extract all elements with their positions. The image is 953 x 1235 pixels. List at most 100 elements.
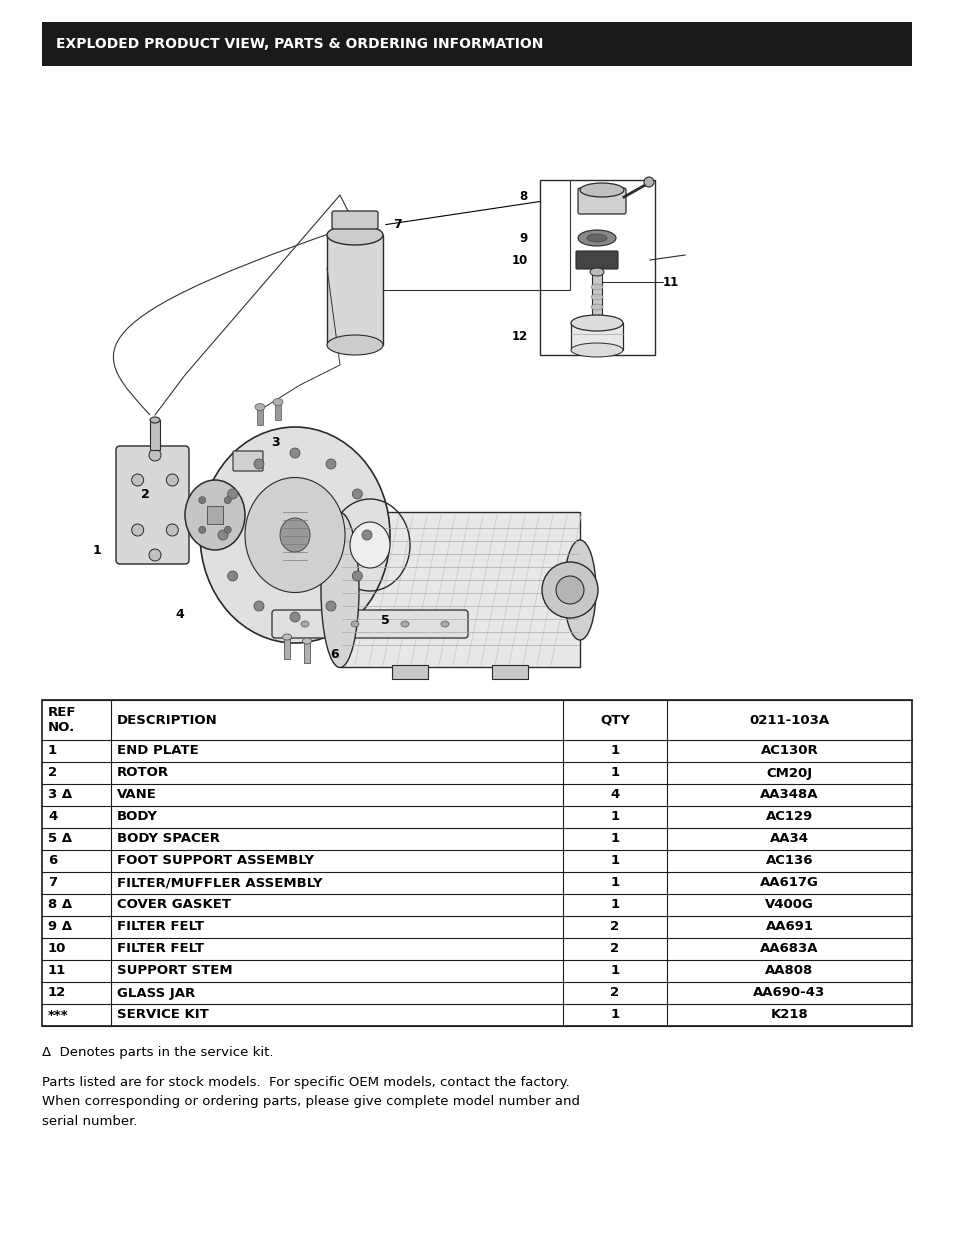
Text: 1: 1 xyxy=(610,855,618,867)
Text: AA348A: AA348A xyxy=(760,788,818,802)
Circle shape xyxy=(253,459,264,469)
Circle shape xyxy=(352,489,362,499)
Text: EXPLODED PRODUCT VIEW, PARTS & ORDERING INFORMATION: EXPLODED PRODUCT VIEW, PARTS & ORDERING … xyxy=(56,37,543,51)
Ellipse shape xyxy=(400,621,409,627)
Text: END PLATE: END PLATE xyxy=(117,745,198,757)
Text: 12: 12 xyxy=(511,331,527,343)
Ellipse shape xyxy=(590,304,602,310)
Text: COVER GASKET: COVER GASKET xyxy=(117,899,231,911)
Text: 1: 1 xyxy=(610,877,618,889)
Ellipse shape xyxy=(440,621,449,627)
Text: V400G: V400G xyxy=(764,899,813,911)
Circle shape xyxy=(224,526,231,534)
Text: 2: 2 xyxy=(48,767,57,779)
Text: 7: 7 xyxy=(48,877,57,889)
Bar xyxy=(492,664,527,679)
Ellipse shape xyxy=(350,522,390,568)
FancyBboxPatch shape xyxy=(332,211,377,228)
Text: 8 Δ: 8 Δ xyxy=(48,899,72,911)
Ellipse shape xyxy=(280,517,310,552)
Circle shape xyxy=(228,489,237,499)
Bar xyxy=(539,180,655,354)
Text: 1: 1 xyxy=(48,745,57,757)
Ellipse shape xyxy=(579,183,623,198)
Text: AA617G: AA617G xyxy=(760,877,818,889)
Bar xyxy=(207,506,223,524)
Ellipse shape xyxy=(327,225,382,245)
Text: ***: *** xyxy=(48,1009,69,1021)
Text: 2: 2 xyxy=(610,942,618,956)
Text: 4: 4 xyxy=(48,810,57,824)
Text: 11: 11 xyxy=(48,965,66,977)
Ellipse shape xyxy=(327,335,382,354)
Bar xyxy=(256,409,263,425)
Ellipse shape xyxy=(150,417,160,424)
Ellipse shape xyxy=(351,621,358,627)
Text: 1: 1 xyxy=(92,543,101,557)
Text: 2: 2 xyxy=(610,920,618,934)
Text: 1: 1 xyxy=(610,745,618,757)
Text: 2: 2 xyxy=(610,987,618,999)
Ellipse shape xyxy=(302,638,312,643)
Circle shape xyxy=(556,576,583,604)
Text: 1: 1 xyxy=(610,810,618,824)
Text: 6: 6 xyxy=(48,855,57,867)
Text: 1: 1 xyxy=(610,899,618,911)
Text: AC130R: AC130R xyxy=(760,745,818,757)
Ellipse shape xyxy=(586,233,606,242)
Text: 10: 10 xyxy=(511,253,527,267)
Text: BODY SPACER: BODY SPACER xyxy=(117,832,220,846)
Bar xyxy=(327,235,382,345)
Text: AC136: AC136 xyxy=(765,855,812,867)
Text: NO.: NO. xyxy=(48,721,75,734)
Ellipse shape xyxy=(301,621,309,627)
Circle shape xyxy=(198,526,206,534)
Ellipse shape xyxy=(578,230,616,246)
FancyBboxPatch shape xyxy=(42,22,911,65)
Text: AA690-43: AA690-43 xyxy=(753,987,824,999)
Circle shape xyxy=(541,562,598,618)
Circle shape xyxy=(228,571,237,580)
Text: 3 Δ: 3 Δ xyxy=(48,788,72,802)
Ellipse shape xyxy=(282,634,292,640)
Text: 1: 1 xyxy=(610,832,618,846)
Bar xyxy=(304,641,310,663)
Text: AA691: AA691 xyxy=(764,920,813,934)
Text: 6: 6 xyxy=(331,648,339,662)
FancyBboxPatch shape xyxy=(578,188,625,214)
Text: 7: 7 xyxy=(393,219,401,231)
Ellipse shape xyxy=(245,478,345,593)
Ellipse shape xyxy=(200,427,390,643)
Text: QTY: QTY xyxy=(599,714,629,726)
Text: 8: 8 xyxy=(519,190,527,204)
Text: AC129: AC129 xyxy=(765,810,812,824)
Text: 5: 5 xyxy=(380,614,389,626)
Bar xyxy=(42,700,911,1026)
Text: FILTER/MUFFLER ASSEMBLY: FILTER/MUFFLER ASSEMBLY xyxy=(117,877,322,889)
Ellipse shape xyxy=(589,268,603,275)
Text: SUPPORT STEM: SUPPORT STEM xyxy=(117,965,233,977)
Text: 0211-103A: 0211-103A xyxy=(749,714,829,726)
Ellipse shape xyxy=(571,315,622,331)
Circle shape xyxy=(198,496,206,504)
Circle shape xyxy=(326,601,335,611)
Text: GLASS JAR: GLASS JAR xyxy=(117,987,195,999)
Text: SERVICE KIT: SERVICE KIT xyxy=(117,1009,209,1021)
Circle shape xyxy=(132,474,144,487)
Ellipse shape xyxy=(590,294,602,300)
Bar xyxy=(284,637,290,659)
Ellipse shape xyxy=(185,480,245,550)
Circle shape xyxy=(166,524,178,536)
Circle shape xyxy=(326,459,335,469)
Text: FILTER FELT: FILTER FELT xyxy=(117,920,204,934)
Text: 10: 10 xyxy=(48,942,67,956)
Circle shape xyxy=(218,530,228,540)
Text: BODY: BODY xyxy=(117,810,158,824)
Text: 5 Δ: 5 Δ xyxy=(48,832,71,846)
Text: REF: REF xyxy=(48,706,76,719)
Text: AA34: AA34 xyxy=(769,832,808,846)
Text: 3: 3 xyxy=(272,436,280,448)
Text: Δ  Denotes parts in the service kit.: Δ Denotes parts in the service kit. xyxy=(42,1046,274,1058)
Bar xyxy=(592,272,601,315)
Bar xyxy=(274,404,281,420)
